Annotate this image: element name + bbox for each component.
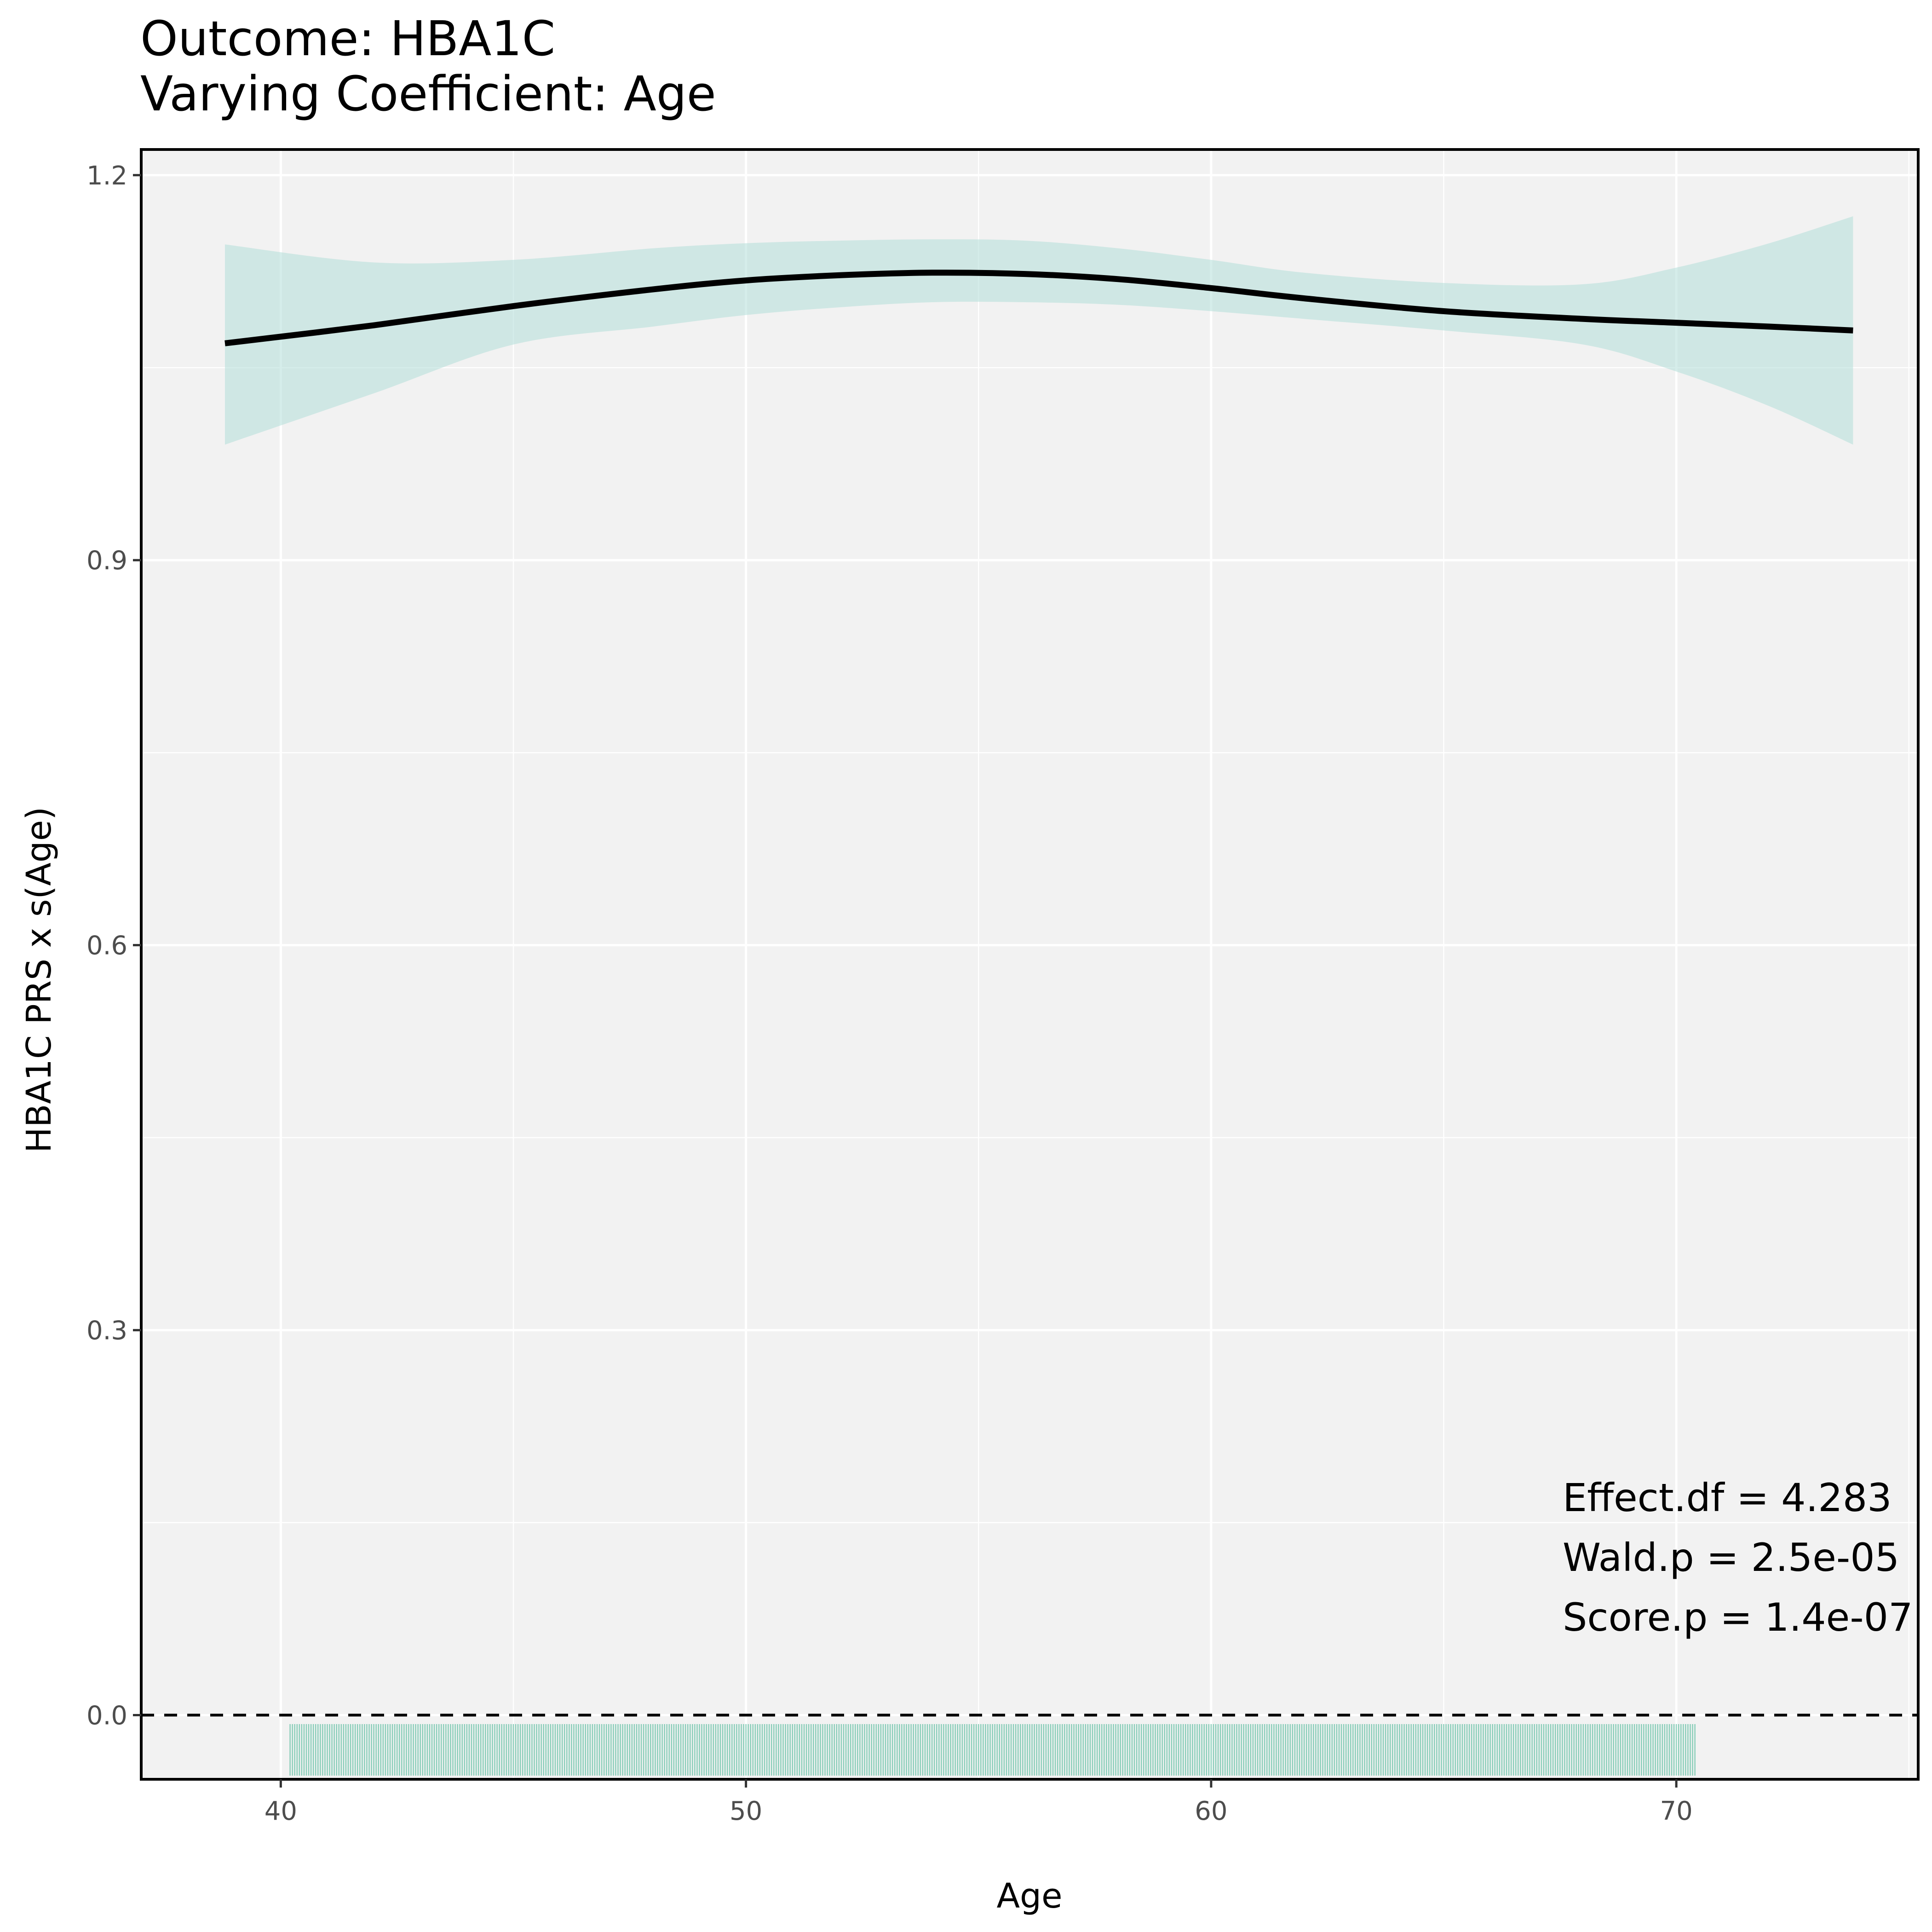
coefficient-line xyxy=(224,270,1853,346)
y-tick-label: 0.6 xyxy=(86,931,127,961)
y-tick-label: 1.2 xyxy=(86,161,127,191)
grid-lines xyxy=(141,150,1918,1779)
x-tick-label: 40 xyxy=(264,1796,297,1826)
x-tick-label: 70 xyxy=(1660,1796,1693,1826)
y-tick-label: 0.3 xyxy=(86,1316,127,1346)
annotation-line: Effect.df = 4.283 xyxy=(1563,1475,1892,1520)
y-tick-label: 0.9 xyxy=(86,546,127,576)
x-tick-label: 50 xyxy=(730,1796,762,1826)
confidence-band xyxy=(225,216,1853,445)
x-tick-label: 60 xyxy=(1195,1796,1227,1826)
statistics-annotation: Effect.df = 4.283 Wald.p = 2.5e-05 Score.p… xyxy=(1563,1475,1913,1640)
y-axis: 0.0 0.3 0.6 0.9 1.2 xyxy=(86,161,141,1731)
panel-border xyxy=(140,148,1920,1781)
y-axis-title: HBA1C PRS x s(Age) xyxy=(19,807,59,1153)
rug-marks xyxy=(289,1724,1696,1776)
coefficient-curve xyxy=(224,270,1853,346)
plot-panel xyxy=(141,150,1918,1779)
annotation-line: Score.p = 1.4e-07 xyxy=(1563,1595,1913,1640)
y-tick-label: 0.0 xyxy=(86,1701,127,1731)
x-axis: 40 50 60 70 xyxy=(264,1779,1693,1826)
x-axis-title: Age xyxy=(996,1876,1062,1916)
chart-title: Outcome: HBA1C xyxy=(140,11,555,67)
annotation-line: Wald.p = 2.5e-05 xyxy=(1563,1535,1899,1580)
chart-subtitle: Varying Coefficient: Age xyxy=(140,66,716,122)
confidence-ribbon xyxy=(225,216,1853,445)
